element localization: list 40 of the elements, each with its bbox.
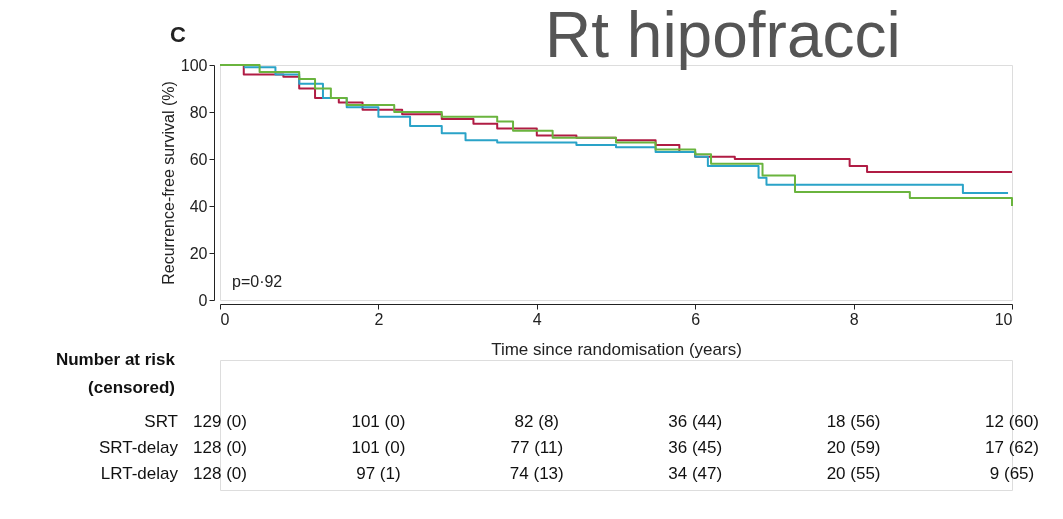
y-tick-label: 100 (180, 56, 208, 74)
text: 128 (0) (193, 464, 247, 483)
text: 128 (0) (193, 438, 247, 457)
text: 12 (60) (985, 412, 1039, 431)
x-tick-label: 6 (691, 310, 701, 328)
y-tick-label: 0 (198, 291, 208, 309)
x-axis-title: Time since randomisation (years) (491, 339, 742, 359)
y-tick-label: 20 (189, 244, 208, 262)
text: 36 (45) (668, 438, 723, 457)
x-tick-label: 2 (374, 310, 384, 328)
y-axis-title: Recurrence-free survival (%) (159, 81, 177, 285)
x-tick-label: 10 (994, 310, 1013, 328)
text: 18 (56) (826, 412, 881, 431)
chart-title: Rt hipofracci (545, 0, 901, 71)
x-tick-label: 4 (532, 310, 542, 328)
text: 36 (44) (668, 412, 723, 431)
y-tick-label: 60 (189, 150, 208, 168)
y-tick-label: 40 (189, 197, 208, 215)
text: 20 (55) (826, 464, 881, 483)
text: 77 (11) (510, 438, 564, 457)
x-tick-label: 0 (220, 310, 230, 328)
text: SRT (144, 412, 178, 431)
text: (censored) (88, 378, 175, 397)
x-tick-label: 8 (849, 310, 859, 328)
text: 17 (62) (985, 438, 1039, 457)
text: 9 (65) (989, 464, 1035, 483)
text: SRT-delay (98, 438, 179, 457)
text: 101 (0) (351, 412, 406, 431)
y-tick-label: 80 (189, 103, 208, 121)
text: LRT-delay (100, 464, 179, 483)
text: 82 (8) (514, 412, 560, 431)
text: 34 (47) (668, 464, 723, 483)
text: C (170, 22, 186, 47)
text: 20 (59) (826, 438, 881, 457)
text: 97 (1) (356, 464, 401, 483)
text: 74 (13) (509, 464, 564, 483)
annotation: p=0·92 (232, 273, 283, 290)
text: 101 (0) (351, 438, 406, 457)
text: 129 (0) (193, 412, 247, 431)
text: Number at risk (55, 350, 176, 369)
